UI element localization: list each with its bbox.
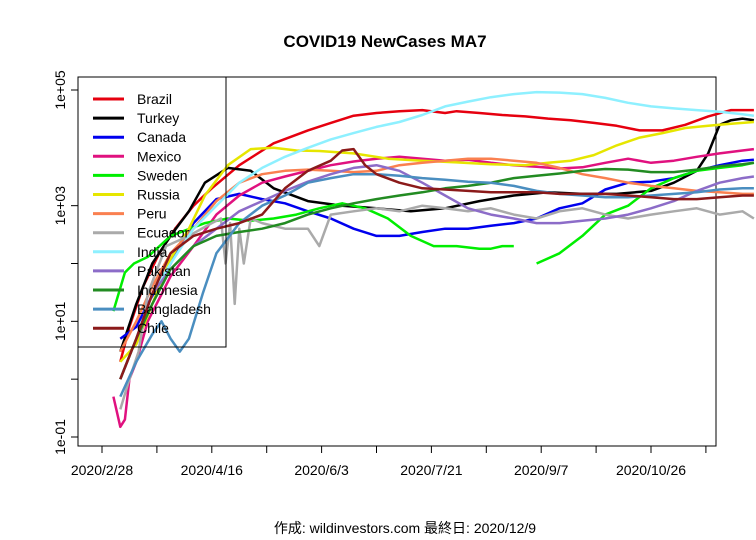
legend-label: Canada	[137, 129, 186, 145]
axes: 1e-01 1e+01 1e+03 1e+05 2020/2/28 2020/4/16 20…	[52, 70, 717, 478]
legend-label: Russia	[137, 187, 180, 203]
legend: Brazil Turkey Canada Mexico Sweden Russia Peru…	[77, 76, 227, 348]
legend-label: Mexico	[137, 148, 182, 164]
x-tick-label: 2020/10/26	[616, 462, 686, 478]
legend-label: Bangladesh	[137, 301, 211, 317]
footer-credit: 作成: wildinvestors.com 最終日: 2020/12/9	[274, 520, 536, 536]
legend-label: Chile	[137, 320, 169, 336]
series-line-chile	[119, 147, 754, 380]
x-tick-label: 2020/6/3	[294, 462, 349, 478]
legend-label: Sweden	[137, 167, 188, 183]
series-line-india	[119, 90, 755, 380]
y-tick-label: 1e-01	[52, 419, 68, 455]
legend-label: Pakistan	[137, 263, 191, 279]
y-tick-label: 1e+03	[52, 186, 68, 226]
legend-label: Indonesia	[137, 282, 198, 298]
series-line-ecuador	[119, 204, 755, 410]
chart-title: COVID19 NewCases MA7	[283, 32, 486, 51]
x-tick-label: 2020/2/28	[71, 462, 133, 478]
legend-box	[77, 76, 227, 348]
y-tick-label: 1e+05	[52, 70, 68, 110]
y-tick-label: 1e+01	[52, 301, 68, 341]
legend-label: Brazil	[137, 91, 172, 107]
legend-label: Turkey	[137, 110, 179, 126]
series-line-sweden-segment	[536, 161, 755, 265]
legend-label: India	[137, 244, 168, 260]
legend-label: Peru	[137, 206, 167, 222]
series-line-indonesia	[119, 161, 755, 380]
series-line-canada	[119, 158, 754, 340]
series-line-peru	[119, 157, 754, 353]
series-line-sweden	[112, 202, 514, 312]
x-tick-label: 2020/9/7	[514, 462, 569, 478]
x-tick-label: 2020/4/16	[181, 462, 243, 478]
plot-area	[112, 90, 755, 429]
x-tick-label: 2020/7/21	[400, 462, 462, 478]
series-line-russia	[119, 120, 754, 363]
series-line-mexico	[112, 147, 755, 429]
legend-label: Ecuador	[137, 225, 189, 241]
